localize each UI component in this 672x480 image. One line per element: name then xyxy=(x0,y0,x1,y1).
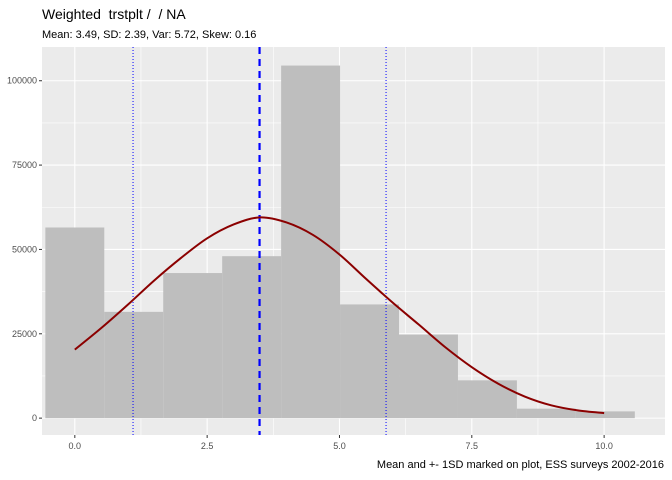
histogram-bar xyxy=(340,304,400,419)
x-tick-label: 10.0 xyxy=(595,441,613,451)
histogram-bar xyxy=(222,256,282,419)
y-tick-label: 100000 xyxy=(7,76,37,86)
y-axis-ticks: 0 25000 50000 75000 100000 xyxy=(7,76,42,423)
histogram-bar xyxy=(399,334,458,419)
chart-subtitle: Mean: 3.49, SD: 2.39, Var: 5.72, Skew: 0… xyxy=(42,29,257,41)
y-tick-label: 50000 xyxy=(12,244,37,254)
histogram-bar xyxy=(575,411,635,419)
y-tick-label: 0 xyxy=(32,413,37,423)
chart-title: Weighted trstplt / / NA xyxy=(42,6,186,22)
histogram-bar xyxy=(104,311,164,419)
density-curve xyxy=(74,216,605,415)
histogram-bar xyxy=(457,380,517,419)
histogram-bar xyxy=(45,227,105,419)
reference-lines xyxy=(132,47,387,435)
histogram-bar xyxy=(281,65,341,419)
y-tick-label: 25000 xyxy=(12,329,37,339)
histogram-bar xyxy=(516,408,576,419)
histogram-bar xyxy=(163,273,223,419)
chart-caption: Mean and +- 1SD marked on plot, ESS surv… xyxy=(376,459,664,471)
x-tick-label: 5.0 xyxy=(333,441,346,451)
x-tick-label: 7.5 xyxy=(466,441,479,451)
x-tick-label: 0.0 xyxy=(69,441,82,451)
x-tick-label: 2.5 xyxy=(201,441,214,451)
y-tick-label: 75000 xyxy=(12,160,37,170)
x-axis-ticks: 0.0 2.5 5.0 7.5 10.0 xyxy=(69,435,613,451)
